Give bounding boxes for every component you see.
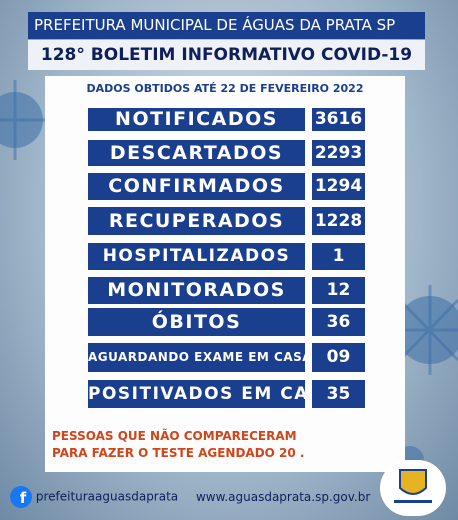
row-label: POSITIVADOS EM CASA	[88, 380, 336, 408]
row-value: 1228	[312, 207, 365, 235]
logo-emblem	[394, 469, 432, 503]
panel	[45, 76, 405, 472]
row-value: 35	[312, 380, 365, 408]
row-label: ÓBITOS	[88, 308, 305, 336]
row-value: 3616	[312, 108, 365, 131]
website: www.aguasdaprata.sp.gov.br	[195, 489, 371, 504]
row-value: 09	[312, 343, 365, 372]
note: PESSOAS QUE NÃO COMPARECERAM PARA FAZER …	[52, 428, 392, 462]
note-line: PESSOAS QUE NÃO COMPARECERAM	[52, 429, 297, 443]
title: PREFEITURA MUNICIPAL DE ÁGUAS DA PRATA S…	[28, 12, 425, 39]
row-label: MONITORADOS	[88, 277, 305, 304]
note-line: PARA FAZER O TESTE AGENDADO 20 .	[52, 446, 305, 460]
subtitle: 128° BOLETIM INFORMATIVO COVID-19	[28, 40, 425, 70]
date-line: DADOS OBTIDOS ATÉ 22 DE FEVEREIRO 2022	[86, 82, 364, 95]
row-label: AGUARDANDO EXAME EM CASA	[88, 343, 312, 372]
row-label: HOSPITALIZADOS	[88, 243, 305, 270]
row-value: 2293	[312, 140, 365, 166]
row-value: 12	[312, 277, 365, 304]
row-value: 1	[312, 243, 365, 270]
logo	[380, 460, 446, 516]
row-value: 1294	[312, 173, 365, 200]
facebook-handle: prefeituraaguasdaprata	[35, 489, 179, 504]
row-label: CONFIRMADOS	[88, 173, 305, 200]
svg-text:f: f	[20, 489, 27, 507]
row-value: 36	[312, 308, 365, 336]
row-label: RECUPERADOS	[88, 207, 305, 235]
row-label: NOTIFICADOS	[88, 108, 305, 131]
footer: f prefeituraaguasdaprata www.aguasdaprat…	[10, 486, 370, 510]
facebook-icon: f	[10, 486, 32, 508]
row-label: DESCARTADOS	[88, 140, 305, 166]
